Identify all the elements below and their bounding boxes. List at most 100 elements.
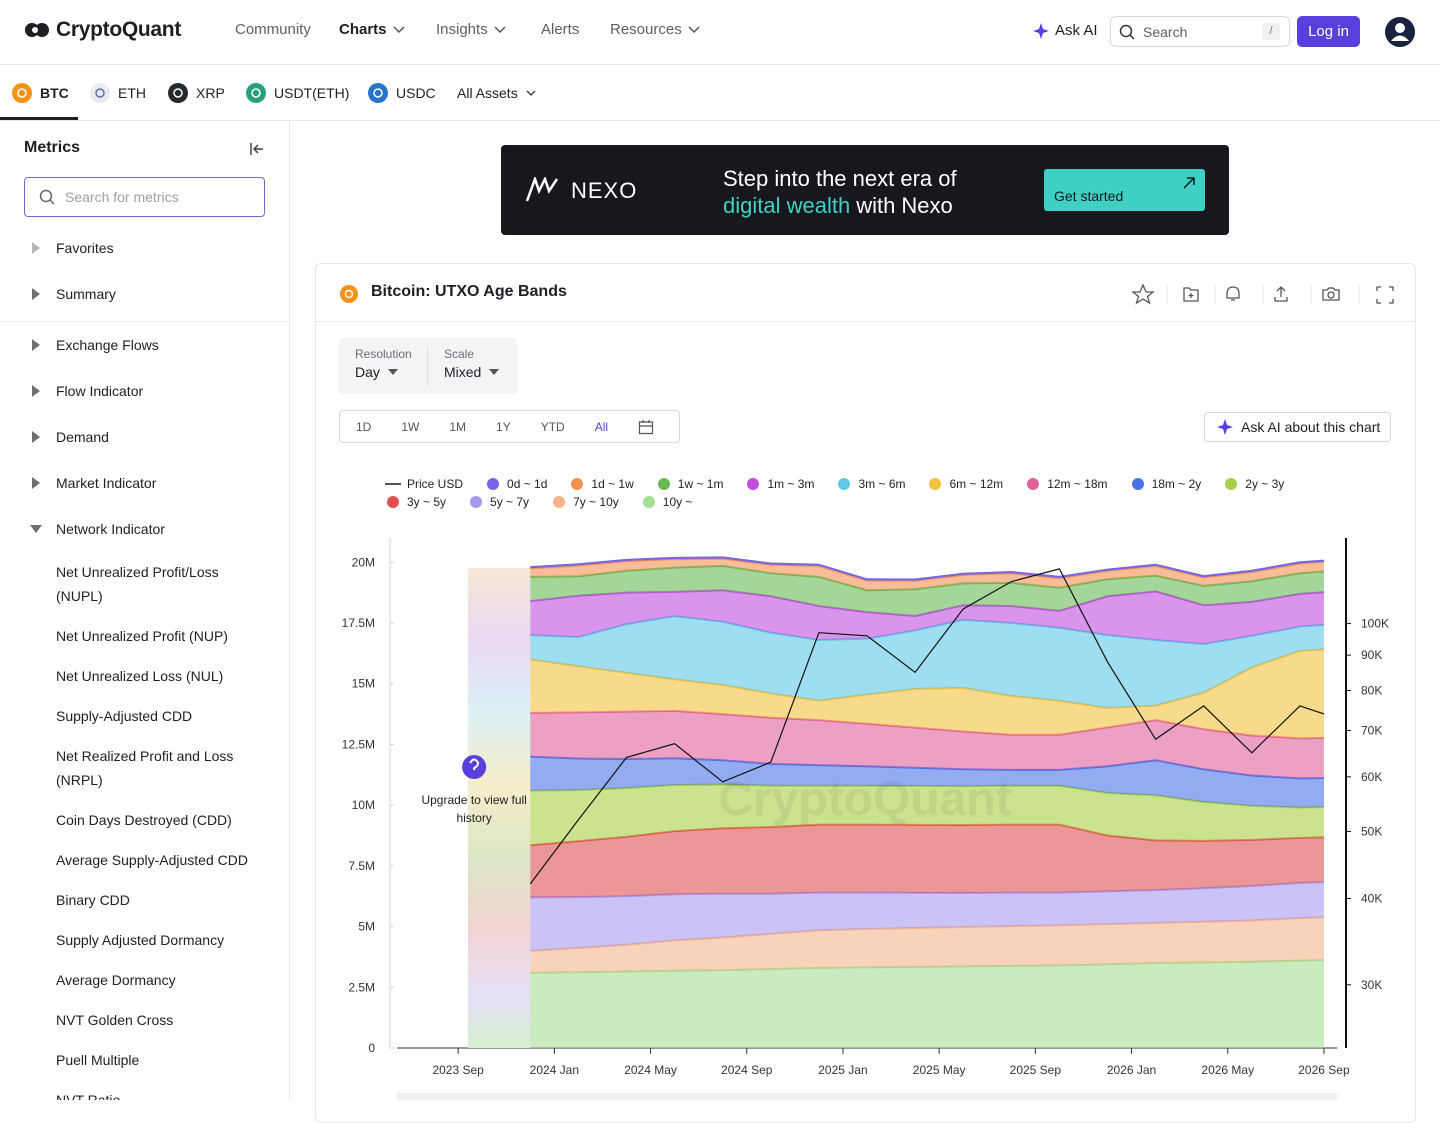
nav-item[interactable]: Community: [235, 21, 311, 38]
legend-item[interactable]: 0d ~ 1d: [485, 476, 547, 492]
ask-ai[interactable]: Ask AI: [1033, 22, 1098, 39]
range-button[interactable]: 1Y: [496, 419, 511, 434]
legend: Price USD 0d ~ 1d 1d ~ 1w 1w ~ 1m 1m ~ 3m 3m …: [385, 476, 1375, 510]
logo[interactable]: CryptoQuant: [24, 18, 181, 42]
y2-tick-label: 60K: [1361, 770, 1382, 784]
navigator: [397, 1093, 1337, 1100]
legend-item[interactable]: 1m ~ 3m: [745, 476, 814, 492]
caret-path: [32, 242, 40, 254]
range-button[interactable]: 1D: [356, 419, 372, 434]
asset-tab[interactable]: XRP: [168, 83, 225, 103]
ad-banner[interactable]: NEXO Step into the next era of digital w…: [501, 145, 1229, 235]
nav-item[interactable]: Charts: [339, 21, 405, 38]
coin-inner: [173, 88, 183, 98]
legend-item[interactable]: Price USD: [385, 476, 463, 492]
nav-item[interactable]: Insights: [436, 21, 506, 38]
metric-item[interactable]: Supply Adjusted Dormancy: [56, 932, 225, 948]
area-band: [530, 590, 1324, 645]
metric-group[interactable]: Favorites: [0, 225, 289, 271]
price-line: [529, 568, 1325, 885]
group-caret: [32, 288, 40, 300]
ad-cta[interactable]: Get started: [1044, 169, 1205, 211]
resolution[interactable]: Resolution Day: [355, 347, 412, 380]
metric-item[interactable]: Average Dormancy: [56, 972, 176, 988]
legend-item[interactable]: 7y ~ 10y: [551, 494, 619, 510]
metric-item[interactable]: Net Unrealized Profit/Loss (NUPL): [56, 564, 219, 604]
scale[interactable]: Scale Mixed: [444, 347, 500, 380]
collapse-icon[interactable]: [249, 141, 265, 157]
metric-group[interactable]: Market Indicator: [0, 460, 289, 506]
scale-label: Scale: [444, 347, 475, 361]
search-box[interactable]: Search /: [1110, 16, 1290, 47]
ask-ai-chart[interactable]: Ask AI about this chart: [1204, 412, 1391, 442]
metric-group[interactable]: Network Indicator: [0, 506, 289, 552]
legend-item[interactable]: 18m ~ 2y: [1130, 476, 1201, 492]
y-tick-label: 12.5M: [342, 737, 375, 751]
legend-item[interactable]: 3m ~ 6m: [836, 476, 905, 492]
legend-dot: [470, 496, 483, 508]
login-button[interactable]: Log in: [1297, 16, 1360, 47]
asset-tab[interactable]: All Assets: [457, 83, 536, 103]
metric-item[interactable]: Binary CDD: [56, 892, 130, 908]
metric-item[interactable]: Supply-Adjusted CDD: [56, 708, 193, 724]
metric-item[interactable]: NVT Golden Cross: [56, 1012, 174, 1028]
coin-inner: [95, 88, 105, 98]
x-tick-label: 2024 May: [624, 1063, 677, 1077]
asset-label: USDT(ETH): [274, 85, 350, 101]
metric-group[interactable]: Exchange Flows: [0, 322, 289, 368]
metric-item[interactable]: Coin Days Destroyed (CDD): [56, 812, 232, 828]
metric-item[interactable]: NVT Ratio: [56, 1092, 121, 1100]
area-band: [530, 616, 1324, 708]
folder-icon[interactable]: [1183, 287, 1199, 302]
alert-icon[interactable]: [1226, 286, 1240, 301]
sidebar-title: Metrics: [24, 139, 81, 156]
nav-item[interactable]: Alerts: [541, 21, 579, 38]
range-button[interactable]: 1M: [449, 419, 467, 434]
legend-item[interactable]: 1d ~ 1w: [569, 476, 634, 492]
legend-item[interactable]: 3y ~ 5y: [385, 494, 446, 510]
metric-search[interactable]: Search for metrics: [24, 177, 265, 217]
range-button[interactable]: All: [594, 419, 609, 434]
legend-item[interactable]: 6m ~ 12m: [927, 476, 1003, 492]
asset-tab[interactable]: USDT(ETH): [246, 83, 349, 103]
legend-item[interactable]: 1w ~ 1m: [656, 476, 724, 492]
caret-path: [32, 288, 40, 300]
avatar[interactable]: [1384, 16, 1416, 48]
legend-item[interactable]: 10y ~: [641, 494, 692, 510]
chart-title: Bitcoin: UTXO Age Bands: [371, 283, 567, 300]
search-placeholder: Search: [1143, 23, 1188, 40]
metric-item[interactable]: Average Supply-Adjusted CDD: [56, 852, 248, 868]
area-band: [530, 960, 1324, 1048]
export-icon[interactable]: [1274, 286, 1288, 302]
legend-item[interactable]: 5y ~ 7y: [468, 494, 529, 510]
x-tick-label: 2026 Sep: [1298, 1063, 1350, 1077]
asset-tab[interactable]: USDC: [368, 83, 436, 103]
metric-item[interactable]: Puell Multiple: [56, 1052, 140, 1068]
coin-icon: [12, 83, 32, 103]
asset-tab[interactable]: BTC: [12, 83, 69, 103]
legend-swatch: [838, 478, 851, 490]
legend-label: 7y ~ 10y: [573, 495, 619, 509]
band-edge: [530, 556, 1325, 581]
fullscreen-icon[interactable]: [1376, 286, 1394, 304]
range-button[interactable]: 1W: [401, 419, 420, 434]
legend-label: 1w ~ 1m: [677, 477, 724, 491]
screenshot-icon[interactable]: [1322, 287, 1340, 301]
nav-item[interactable]: Resources: [610, 21, 700, 38]
legend-item[interactable]: 12m ~ 18m: [1025, 476, 1108, 492]
metric-item[interactable]: Net Unrealized Profit (NUP): [56, 628, 228, 644]
metric-item[interactable]: Net Unrealized Loss (NUL): [56, 668, 224, 684]
ad-line: digital wealth with Nexo: [723, 192, 957, 219]
legend-item[interactable]: 2y ~ 3y: [1223, 476, 1284, 492]
favorite-icon[interactable]: [1131, 283, 1155, 305]
legend-label: 3y ~ 5y: [407, 495, 447, 509]
metric-group[interactable]: Flow Indicator: [0, 368, 289, 414]
asset-tab[interactable]: ETH: [90, 83, 146, 103]
legend-label: 1d ~ 1w: [591, 477, 634, 491]
metric-item[interactable]: Net Realized Profit and Loss (NRPL): [56, 748, 234, 788]
legend-dot: [553, 496, 566, 508]
metric-group[interactable]: Demand: [0, 414, 289, 460]
metric-group[interactable]: Summary: [0, 271, 289, 317]
range-button[interactable]: YTD: [540, 419, 565, 434]
coin-icon: [368, 83, 388, 103]
